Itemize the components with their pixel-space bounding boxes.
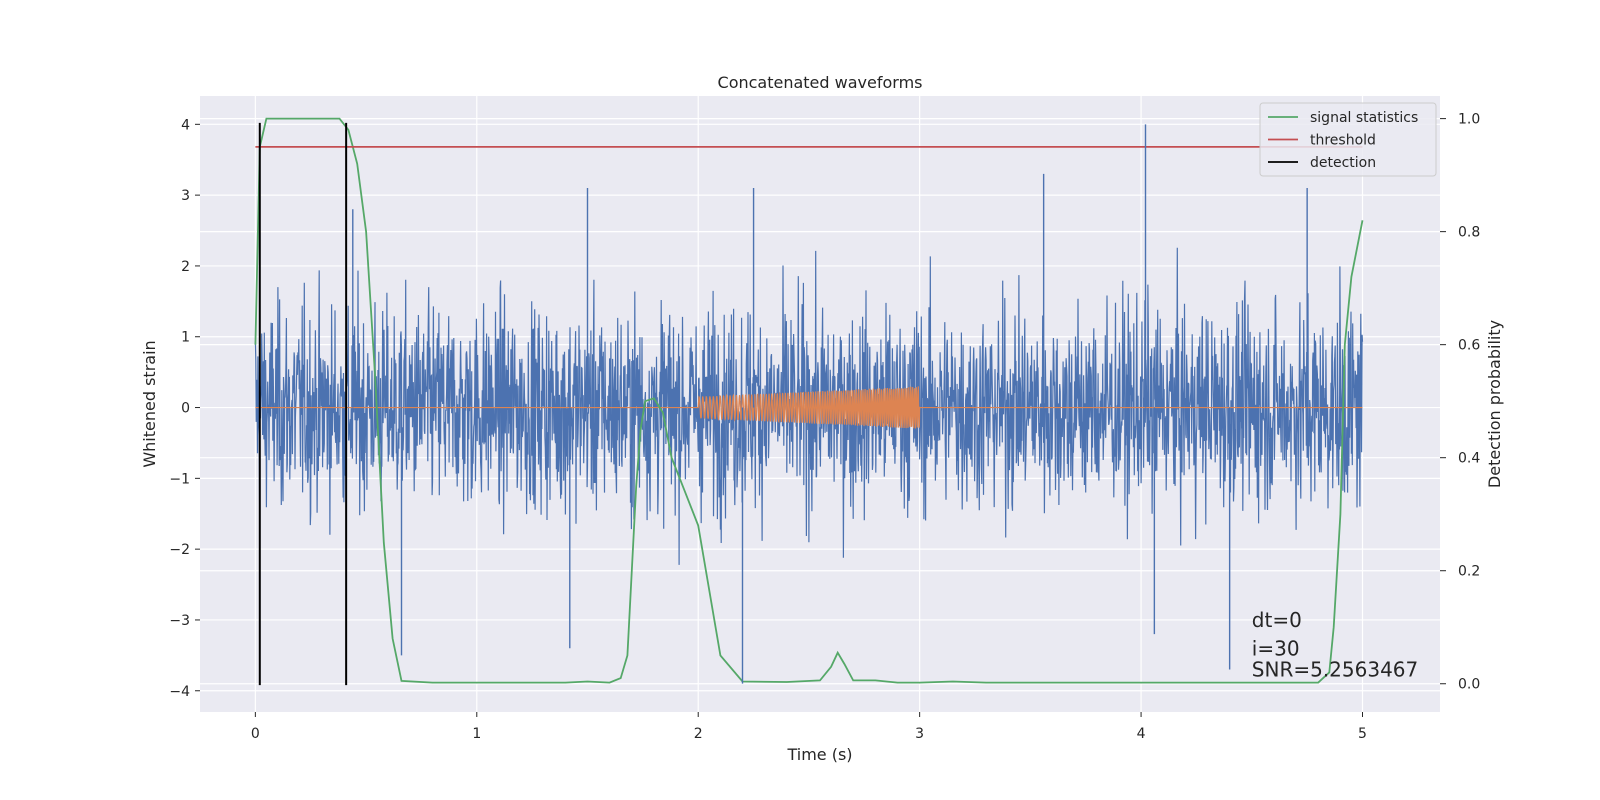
y-tick-label: 0: [181, 401, 190, 417]
series-signal-statistics: [254, 117, 1364, 684]
y2-tick-label: 0.0: [1458, 677, 1480, 693]
y-tick-label: −4: [169, 684, 190, 700]
detection-lines: [258, 122, 348, 686]
legend-label: threshold: [1310, 133, 1376, 149]
legend-box: [1259, 102, 1437, 177]
strain-noise-series: [254, 247, 1364, 565]
y-tick-label: 3: [181, 188, 190, 204]
data-layer: [254, 117, 1364, 686]
x-tick-label: 0: [251, 726, 260, 742]
y2-tick-label: 0.6: [1458, 338, 1480, 354]
y-tick-label: 4: [181, 117, 190, 133]
x-tick-label: 5: [1358, 726, 1367, 742]
secondary-series: [254, 117, 1364, 684]
y2-tick-label: 0.2: [1458, 564, 1480, 580]
x-tick-label: 3: [915, 726, 924, 742]
annotation-text: SNR=5.2563467: [1252, 658, 1418, 682]
y2-axis-ticks: 1.0 0.8 0.6 0.4 0.2 0.0: [1440, 112, 1480, 693]
y2-tick-label: 1.0: [1458, 112, 1480, 128]
x-tick-label: 4: [1137, 726, 1146, 742]
y2-tick-label: 0.8: [1458, 225, 1480, 241]
x-axis-ticks: 0 1 2 3 4 5: [251, 712, 1367, 742]
legend-label: signal statistics: [1310, 110, 1418, 126]
y-tick-label: −1: [169, 471, 190, 487]
y-tick-label: −3: [169, 613, 190, 629]
x-axis-label: Time (s): [786, 745, 852, 764]
legend-label: detection: [1310, 155, 1376, 171]
y-axis-label: Whitened strain: [140, 340, 159, 467]
y2-tick-label: 0.4: [1458, 451, 1480, 467]
annotation-text: i=30: [1252, 636, 1300, 660]
annotation-text: dt=0: [1252, 608, 1302, 632]
injected-signal-series: [255, 386, 1363, 429]
x-tick-label: 1: [472, 726, 481, 742]
y2-axis-label: Detection probability: [1485, 320, 1504, 488]
y-tick-label: −2: [169, 542, 190, 558]
y-tick-label: 1: [181, 330, 190, 346]
x-tick-label: 2: [694, 726, 703, 742]
y-tick-label: 2: [181, 259, 190, 275]
y-axis-ticks: 4 3 2 1 0 −1 −2 −3 −4: [169, 117, 200, 700]
chart-title: Concatenated waveforms: [718, 73, 923, 92]
legend: signal statistics threshold detection: [1259, 102, 1437, 177]
